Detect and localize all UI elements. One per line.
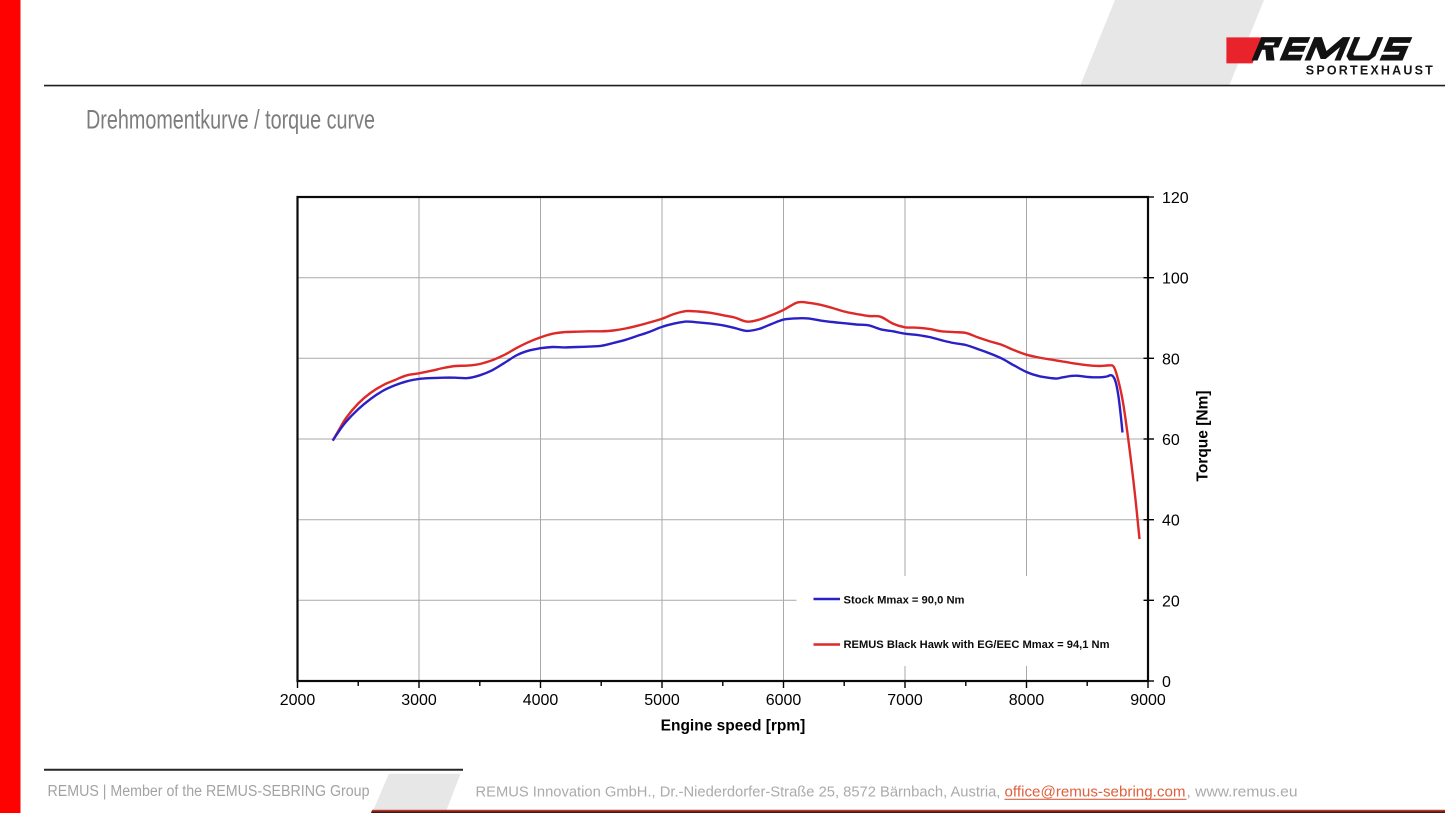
svg-text:office@remus-sebring.com: office@remus-sebring.com xyxy=(1005,784,1186,801)
svg-text:7000: 7000 xyxy=(887,692,923,709)
svg-text:Engine speed [rpm]: Engine speed [rpm] xyxy=(661,718,806,735)
svg-text:4000: 4000 xyxy=(523,692,559,709)
svg-text:3000: 3000 xyxy=(401,692,437,709)
svg-text:Drehmomentkurve / torque curve: Drehmomentkurve / torque curve xyxy=(86,105,375,135)
svg-text:, www.remus.eu: , www.remus.eu xyxy=(1187,784,1298,801)
svg-text:40: 40 xyxy=(1162,513,1180,530)
svg-text:8000: 8000 xyxy=(1009,692,1045,709)
svg-text:0: 0 xyxy=(1162,674,1171,691)
svg-text:20: 20 xyxy=(1162,593,1180,610)
svg-text:9000: 9000 xyxy=(1130,692,1166,709)
svg-text:SPORTEXHAUST: SPORTEXHAUST xyxy=(1306,64,1435,78)
svg-text:REMUS Black Hawk with EG/EEC M: REMUS Black Hawk with EG/EEC Mmax = 94,1… xyxy=(844,639,1110,651)
svg-text:2000: 2000 xyxy=(280,692,316,709)
svg-text:5000: 5000 xyxy=(644,692,680,709)
svg-text:120: 120 xyxy=(1162,190,1189,207)
svg-text:REMUS | Member of the REMUS-SE: REMUS | Member of the REMUS-SEBRING Grou… xyxy=(48,783,370,800)
svg-text:6000: 6000 xyxy=(766,692,802,709)
svg-text:80: 80 xyxy=(1162,351,1180,368)
svg-text:100: 100 xyxy=(1162,271,1189,288)
svg-text:Torque [Nm]: Torque [Nm] xyxy=(1195,391,1212,482)
svg-text:60: 60 xyxy=(1162,432,1180,449)
svg-text:REMUS Innovation GmbH., Dr.-Ni: REMUS Innovation GmbH., Dr.-Niederdorfer… xyxy=(476,784,1005,801)
svg-text:Stock Mmax = 90,0 Nm: Stock Mmax = 90,0 Nm xyxy=(844,594,965,606)
